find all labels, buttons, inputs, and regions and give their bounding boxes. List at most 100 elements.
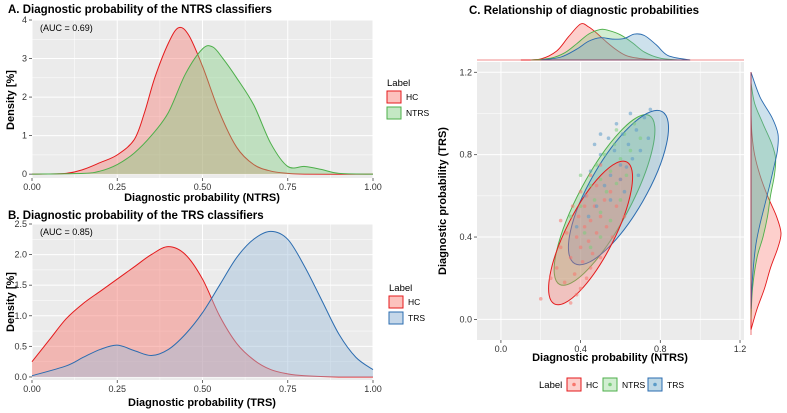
panel-c-x-axis-title: Diagnostic probability (NTRS): [532, 352, 688, 364]
density-line-trs: [31, 230, 374, 377]
point-ntrs: [632, 121, 637, 126]
y-tick-label: 0.0: [459, 314, 472, 324]
top-marginal-ntrs: [530, 28, 681, 61]
point-ntrs: [578, 173, 583, 178]
point-ntrs: [598, 235, 603, 239]
panel-b-legend-title: Label: [389, 283, 412, 294]
panel-b-title: B. Diagnostic probability of the TRS cla…: [8, 210, 264, 222]
point-ntrs: [608, 169, 613, 173]
panel-c-x-ticks: 0.0 0.4 0.8 1.2: [495, 340, 746, 354]
point-hc: [588, 173, 593, 178]
point-hc: [582, 204, 587, 208]
point-ntrs: [628, 148, 633, 153]
point-hc: [594, 231, 599, 235]
point-ntrs: [614, 128, 619, 132]
panel-b: B. Diagnostic probability of the TRS cla…: [5, 210, 425, 409]
point-ntrs: [638, 136, 643, 140]
point-hc: [580, 259, 585, 264]
panel-c-title: C. Relationship of diagnostic probabilit…: [469, 5, 699, 17]
panel-b-x-axis-title: Diagnostic probability (TRS): [128, 397, 276, 409]
point-trs: [608, 173, 613, 178]
point-hc: [576, 214, 581, 219]
point-ntrs: [598, 177, 603, 182]
point-trs: [594, 204, 599, 208]
panel-c-right-marginal-density: [750, 72, 782, 335]
point-hc: [588, 218, 593, 223]
panel-a-legend-label-ntrs: NTRS: [406, 108, 429, 118]
point-trs: [598, 132, 603, 136]
point-trs: [620, 132, 625, 136]
ellipse-trs: [567, 109, 670, 266]
point-ntrs: [568, 214, 573, 219]
panel-b-legend-key-hc: [388, 295, 404, 309]
x-tick-label: 0.25: [108, 384, 126, 394]
panel-b-y-axis-title: Density [%]: [5, 272, 17, 332]
right-marginal-hc: [750, 113, 782, 330]
point-hc: [562, 280, 567, 285]
point-trs: [598, 152, 603, 157]
panel-a-grid: [31, 19, 374, 178]
point-trs: [574, 224, 579, 229]
point-ntrs: [588, 183, 593, 188]
x-tick-label: 0.50: [194, 182, 212, 192]
x-tick-label: 0.75: [279, 182, 297, 192]
panel-b-legend-key-trs: [388, 311, 404, 325]
point-ntrs: [598, 210, 603, 215]
point-trs: [638, 148, 643, 153]
panel-b-y-ticks: 0.0 0.5 1.0 1.5 2.0 2.5: [14, 219, 32, 382]
point-trs: [636, 173, 641, 178]
panel-b-legend-label-trs: TRS: [408, 313, 425, 323]
point-trs: [592, 142, 597, 147]
point-ntrs: [592, 198, 597, 202]
y-tick-label: 2.5: [14, 219, 27, 229]
point-hc: [548, 276, 553, 281]
panel-c-legend-dot-ntrs: [608, 382, 612, 387]
point-trs: [642, 115, 647, 120]
ellipse-hc: [548, 160, 634, 306]
point-trs: [618, 177, 623, 182]
point-ntrs: [608, 218, 613, 223]
point-trs: [646, 136, 651, 140]
y-tick-label: 0.0: [14, 372, 27, 382]
x-tick-label: 0.50: [194, 384, 212, 394]
point-trs: [648, 107, 653, 112]
panel-b-legend-label-hc: HC: [408, 297, 420, 307]
point-hc: [568, 301, 573, 305]
point-ntrs: [602, 152, 607, 157]
panel-c-legend-dot-hc: [572, 382, 576, 387]
x-tick-label: 1.00: [364, 384, 382, 394]
y-tick-label: 0.5: [14, 341, 27, 351]
point-trs: [626, 142, 631, 147]
point-trs: [588, 169, 593, 173]
point-ntrs: [588, 245, 593, 250]
panel-a-legend: Label HC NTRS: [386, 78, 429, 120]
y-tick-label: 2: [22, 92, 27, 102]
point-hc: [538, 297, 543, 301]
point-hc: [578, 286, 583, 291]
panel-a-density-areas: [31, 26, 374, 175]
point-trs: [628, 111, 633, 116]
density-area-trs: [32, 231, 373, 377]
density-area-ntrs: [32, 45, 373, 175]
point-trs: [630, 156, 635, 161]
x-tick-label: 0.4: [574, 344, 587, 354]
right-marginal-ntrs: [750, 82, 777, 320]
point-hc: [574, 235, 579, 239]
panel-c-grid: [477, 62, 744, 340]
point-trs: [608, 198, 613, 202]
y-tick-label: 3: [22, 54, 27, 64]
density-line-ntrs: [31, 45, 374, 175]
point-hc: [572, 272, 577, 276]
point-trs: [582, 194, 587, 198]
point-trs: [618, 163, 623, 167]
panel-a-legend-title: Label: [387, 78, 410, 89]
x-tick-label: 0.00: [23, 182, 41, 192]
y-tick-label: 4: [22, 15, 27, 25]
right-marginal-trs: [750, 72, 779, 310]
point-hc: [602, 198, 607, 202]
point-hc: [604, 224, 609, 229]
x-tick-label: 0.75: [279, 384, 297, 394]
x-tick-label: 0.8: [654, 344, 667, 354]
density-line-hc: [31, 26, 374, 175]
